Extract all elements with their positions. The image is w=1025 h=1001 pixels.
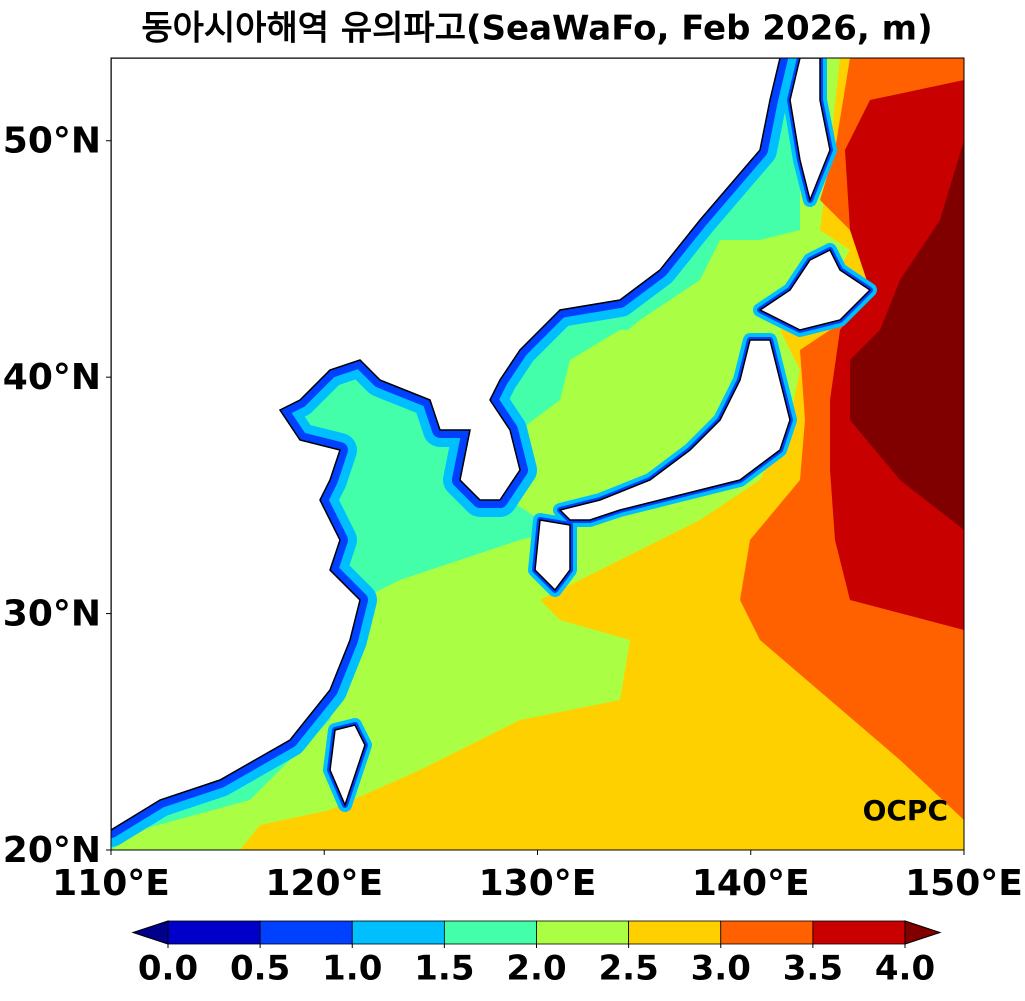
land bbox=[558, 339, 791, 521]
colorbar-band bbox=[628, 920, 722, 945]
colorbar-tick-label: 3.0 bbox=[691, 949, 751, 989]
land bbox=[789, 58, 831, 203]
colorbar-tick-label: 4.0 bbox=[875, 949, 935, 989]
colorbar-tick-label: 0.5 bbox=[230, 949, 290, 989]
colorbar-band bbox=[167, 920, 261, 945]
y-tick-label: 30°N bbox=[3, 594, 101, 635]
colorbar-over bbox=[904, 920, 942, 945]
colorbar-tick-label: 1.5 bbox=[414, 949, 474, 989]
colorbar-under bbox=[131, 920, 169, 945]
chart-title: 동아시아해역 유의파고(SeaWaFo, Feb 2026, m) bbox=[141, 9, 932, 49]
x-tick-label: 150°E bbox=[905, 863, 1023, 904]
x-tick-label: 110°E bbox=[52, 863, 170, 904]
colorbar-band bbox=[536, 920, 630, 945]
colorbar-band bbox=[720, 920, 814, 945]
x-tick-label: 120°E bbox=[265, 863, 383, 904]
land bbox=[534, 519, 571, 592]
land bbox=[758, 248, 872, 331]
colorbar-tick-label: 3.5 bbox=[783, 949, 843, 989]
colorbar-band bbox=[259, 920, 353, 945]
y-tick-label: 40°N bbox=[3, 357, 101, 398]
colorbar-band bbox=[351, 920, 445, 945]
land bbox=[111, 58, 781, 831]
colorbar-band bbox=[812, 920, 906, 945]
y-tick-label: 50°N bbox=[3, 121, 101, 162]
x-tick-label: 140°E bbox=[692, 863, 810, 904]
colorbar-tick-label: 2.5 bbox=[599, 949, 659, 989]
colorbar-tick-label: 2.0 bbox=[506, 949, 566, 989]
colorbar-tick-label: 0.0 bbox=[138, 949, 198, 989]
map bbox=[111, 58, 964, 850]
logo: OCPC bbox=[863, 794, 948, 827]
land bbox=[329, 724, 366, 808]
wave-region bbox=[850, 140, 964, 530]
x-tick-label: 130°E bbox=[479, 863, 597, 904]
y-tick-label: 20°N bbox=[3, 830, 101, 871]
wave-region bbox=[578, 280, 745, 440]
colorbar-tick-label: 1.0 bbox=[322, 949, 382, 989]
colorbar-band bbox=[443, 920, 537, 945]
